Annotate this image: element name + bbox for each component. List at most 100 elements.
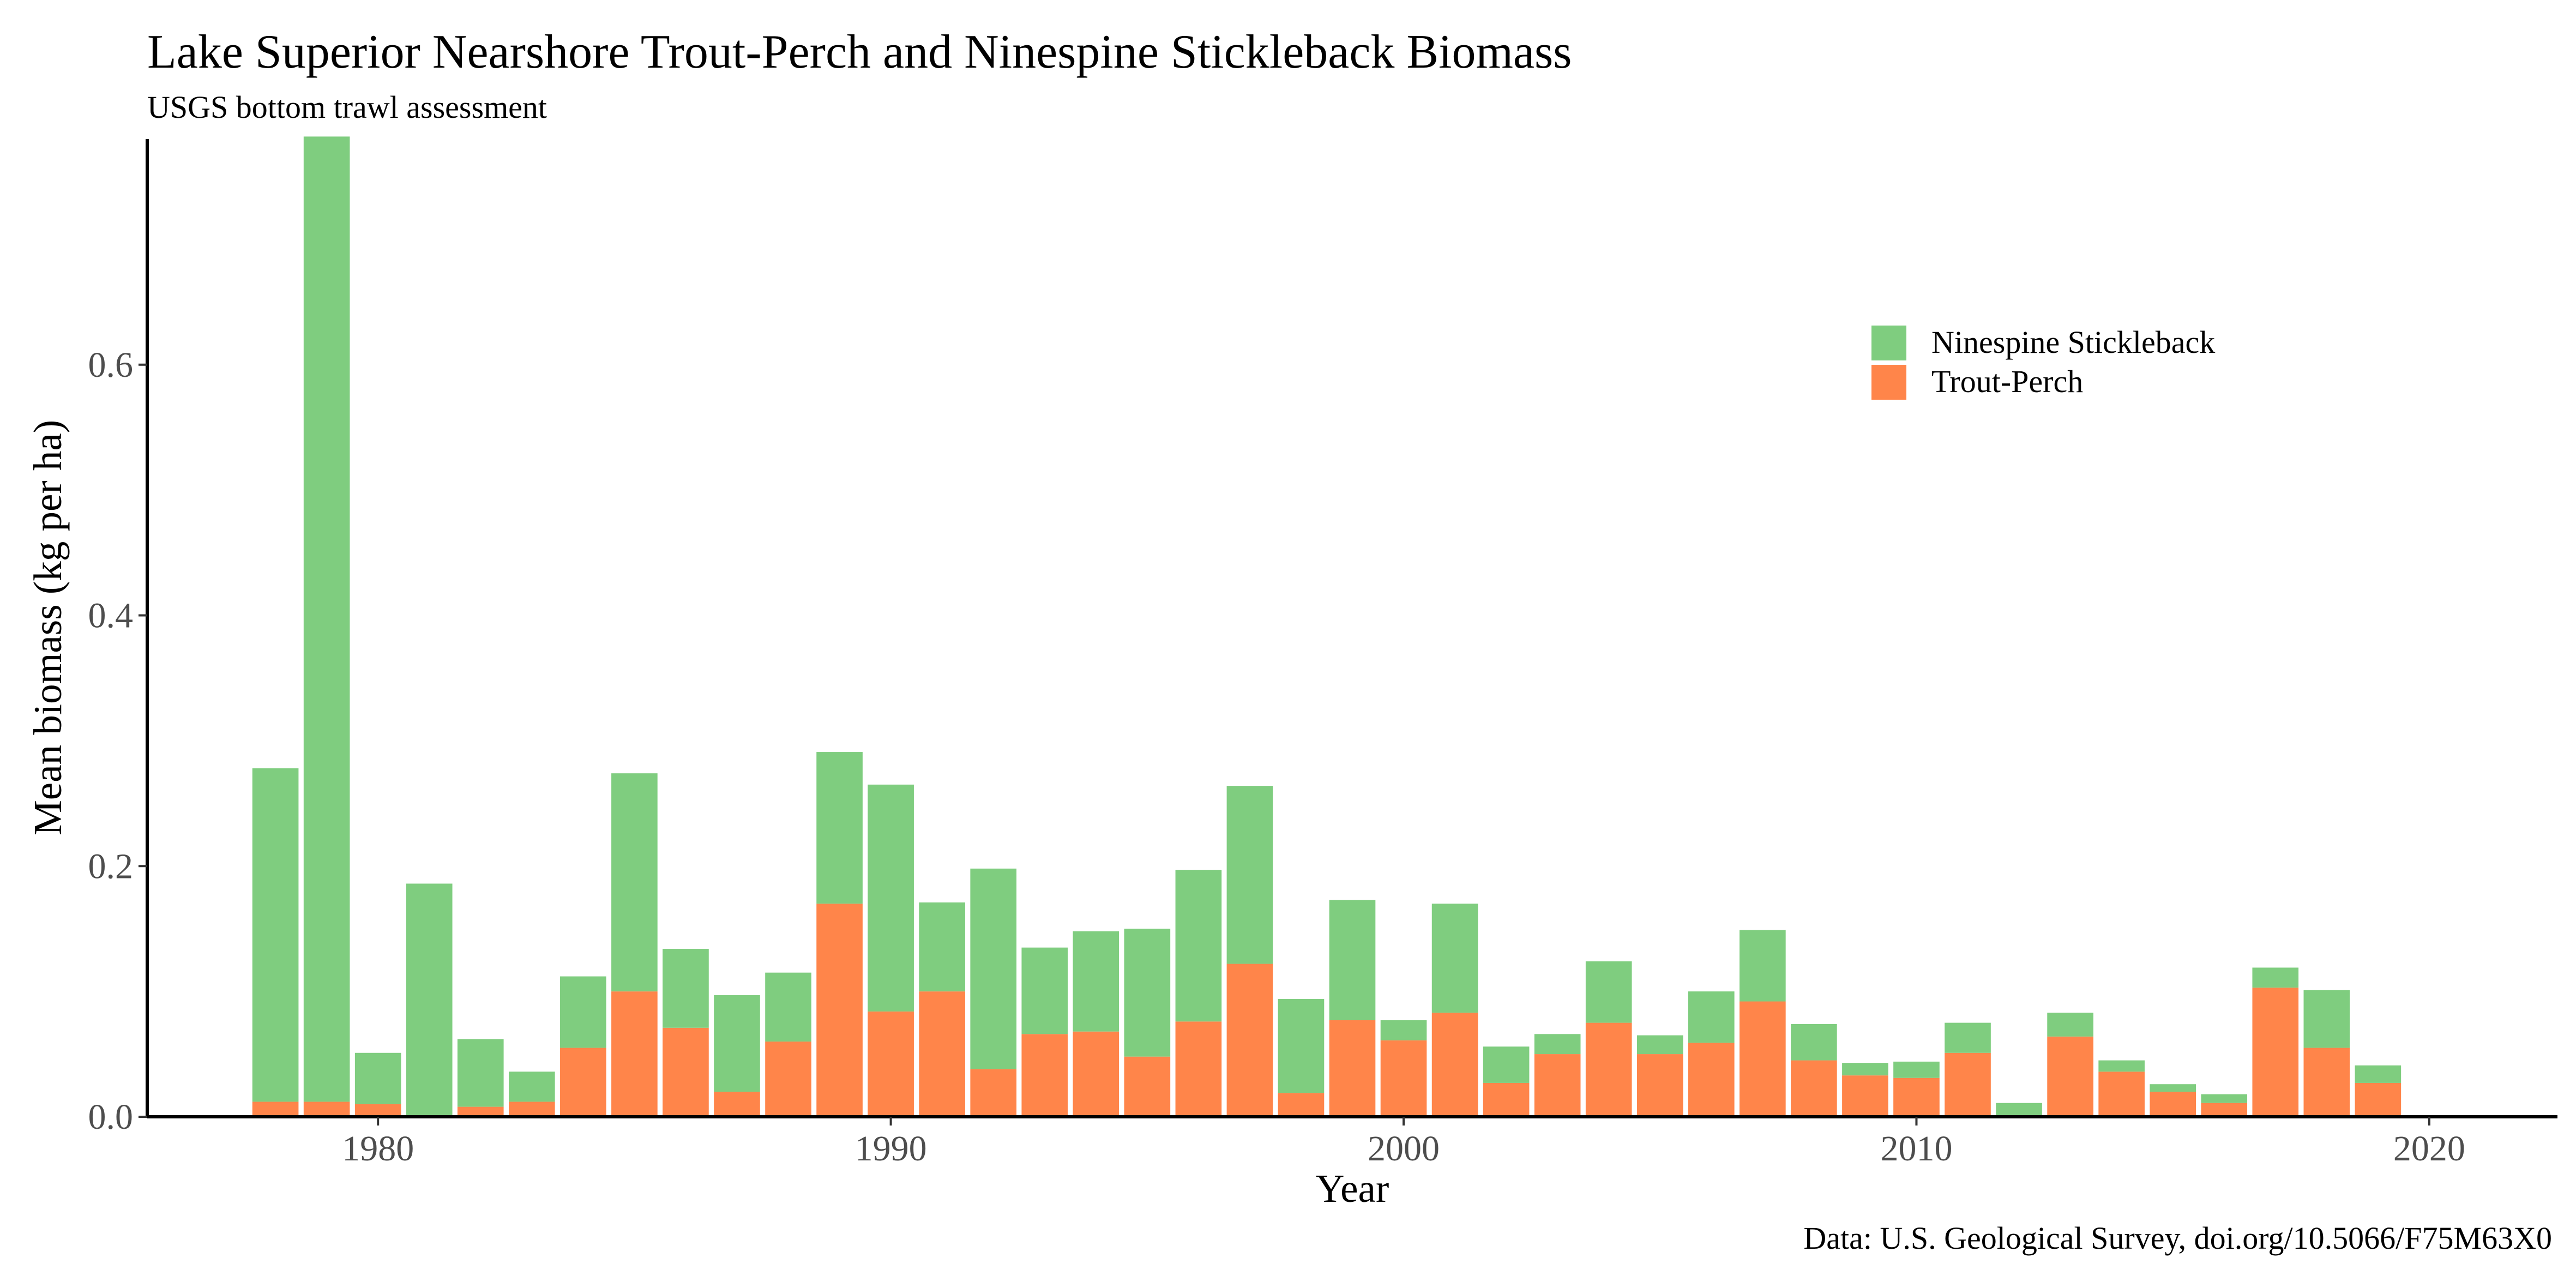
bar-ninespine-stickleback-2013 [2047,1013,2093,1037]
chart-title: Lake Superior Nearshore Trout-Perch and … [147,26,1572,79]
bar-ninespine-stickleback-1978 [252,768,299,1102]
bar-trout-perch-2016 [2201,1103,2248,1117]
bar-ninespine-stickleback-2003 [1534,1034,1581,1055]
bar-trout-perch-2008 [1791,1060,1837,1117]
bar-trout-perch-1980 [354,1104,401,1117]
legend-label: Ninespine Stickleback [1931,324,2215,360]
x-tick-label: 2020 [2393,1129,2465,1169]
bar-ninespine-stickleback-1986 [663,948,709,1028]
bar-trout-perch-2019 [2355,1082,2402,1117]
bar-ninespine-stickleback-2018 [2303,990,2350,1048]
bar-trout-perch-1992 [970,1069,1017,1117]
x-axis-ticks: 1980 1990 2000 2010 2020 [342,1117,2465,1169]
bar-ninespine-stickleback-1997 [1226,786,1273,964]
bar-trout-perch-1990 [868,1011,914,1117]
bar-trout-perch-1991 [919,991,965,1117]
bar-trout-perch-2011 [1945,1052,1991,1117]
bar-ninespine-stickleback-1983 [509,1072,555,1102]
bar-trout-perch-2010 [1893,1078,1940,1117]
legend-label: Trout-Perch [1931,364,2083,399]
y-tick-label: 0.0 [88,1097,134,1137]
bar-ninespine-stickleback-2011 [1945,1022,1991,1053]
bar-trout-perch-1979 [303,1102,350,1117]
bar-trout-perch-1982 [457,1106,504,1117]
bar-ninespine-stickleback-1988 [765,972,811,1042]
bar-trout-perch-1993 [1021,1034,1068,1117]
y-tick-label: 0.4 [88,596,134,636]
y-axis-ticks: 0.0 0.2 0.4 0.6 [88,345,147,1137]
bar-trout-perch-2005 [1636,1054,1683,1117]
bar-trout-perch-2015 [2150,1092,2196,1117]
bar-ninespine-stickleback-2008 [1791,1024,1837,1061]
x-tick-label: 1980 [342,1129,414,1169]
bar-ninespine-stickleback-1987 [714,995,760,1092]
bar-ninespine-stickleback-2002 [1483,1046,1530,1083]
bar-trout-perch-1983 [509,1102,555,1117]
bar-ninespine-stickleback-2019 [2355,1065,2402,1083]
bar-ninespine-stickleback-1991 [919,902,965,992]
bar-trout-perch-2017 [2252,988,2299,1117]
bar-trout-perch-2018 [2303,1048,2350,1117]
bar-trout-perch-1984 [560,1048,606,1117]
bar-trout-perch-1988 [765,1042,811,1117]
bar-trout-perch-1978 [252,1102,299,1117]
bar-ninespine-stickleback-2009 [1842,1063,1888,1076]
bar-trout-perch-2006 [1688,1043,1735,1117]
chart-caption: Data: U.S. Geological Survey, doi.org/10… [1803,1220,2552,1256]
bar-ninespine-stickleback-1993 [1021,947,1068,1034]
x-tick-label: 1990 [855,1129,927,1169]
legend-key [1871,326,1906,360]
bar-ninespine-stickleback-1980 [354,1052,401,1105]
bar-ninespine-stickleback-2007 [1740,930,1786,1002]
bar-ninespine-stickleback-1998 [1278,998,1325,1093]
bar-ninespine-stickleback-2016 [2201,1094,2248,1103]
bar-ninespine-stickleback-1996 [1175,870,1222,1022]
bar-ninespine-stickleback-1999 [1329,900,1376,1020]
bar-trout-perch-2000 [1380,1040,1427,1117]
bar-trout-perch-2013 [2047,1036,2093,1117]
bar-trout-perch-1994 [1073,1031,1120,1117]
bar-trout-perch-2009 [1842,1075,1888,1117]
bar-ninespine-stickleback-1995 [1124,929,1171,1057]
legend: Ninespine Stickleback Trout-Perch [1871,324,2215,400]
bar-ninespine-stickleback-1990 [868,784,914,1012]
bar-trout-perch-1986 [663,1027,709,1117]
bar-ninespine-stickleback-2005 [1636,1035,1683,1055]
bar-trout-perch-1995 [1124,1056,1171,1117]
bar-ninespine-stickleback-2006 [1688,991,1735,1043]
y-tick-label: 0.6 [88,345,134,385]
bar-ninespine-stickleback-2015 [2150,1084,2196,1092]
bar-ninespine-stickleback-2017 [2252,967,2299,988]
bar-trout-perch-1998 [1278,1093,1325,1117]
bar-ninespine-stickleback-1981 [406,883,453,1117]
bar-trout-perch-1987 [714,1092,760,1117]
x-tick-label: 2010 [1880,1129,1952,1169]
bar-ninespine-stickleback-2001 [1431,904,1478,1013]
chart-subtitle: USGS bottom trawl assessment [147,89,547,125]
bar-ninespine-stickleback-1982 [457,1039,504,1107]
bar-trout-perch-2004 [1585,1022,1632,1117]
bars-layer [252,136,2402,1117]
x-tick-label: 2000 [1368,1129,1440,1169]
bar-trout-perch-1997 [1226,964,1273,1117]
bar-trout-perch-1985 [611,991,658,1117]
bar-trout-perch-2001 [1431,1013,1478,1117]
bar-ninespine-stickleback-1994 [1073,931,1120,1032]
bar-ninespine-stickleback-1979 [303,136,350,1102]
y-axis-title: Mean biomass (kg per ha) [26,420,70,835]
bar-trout-perch-1989 [816,904,863,1117]
bar-trout-perch-2007 [1740,1001,1786,1117]
bar-ninespine-stickleback-2004 [1585,961,1632,1023]
bar-ninespine-stickleback-2010 [1893,1061,1940,1078]
bar-ninespine-stickleback-2000 [1380,1020,1427,1040]
bar-trout-perch-1996 [1175,1021,1222,1117]
bar-ninespine-stickleback-1984 [560,976,606,1048]
bar-ninespine-stickleback-1992 [970,868,1017,1069]
bar-ninespine-stickleback-2014 [2098,1060,2145,1072]
bar-ninespine-stickleback-1985 [611,773,658,992]
bar-trout-perch-2002 [1483,1082,1530,1117]
legend-key [1871,365,1906,400]
bar-ninespine-stickleback-2012 [1996,1103,2042,1117]
x-axis-title: Year [1316,1166,1389,1211]
